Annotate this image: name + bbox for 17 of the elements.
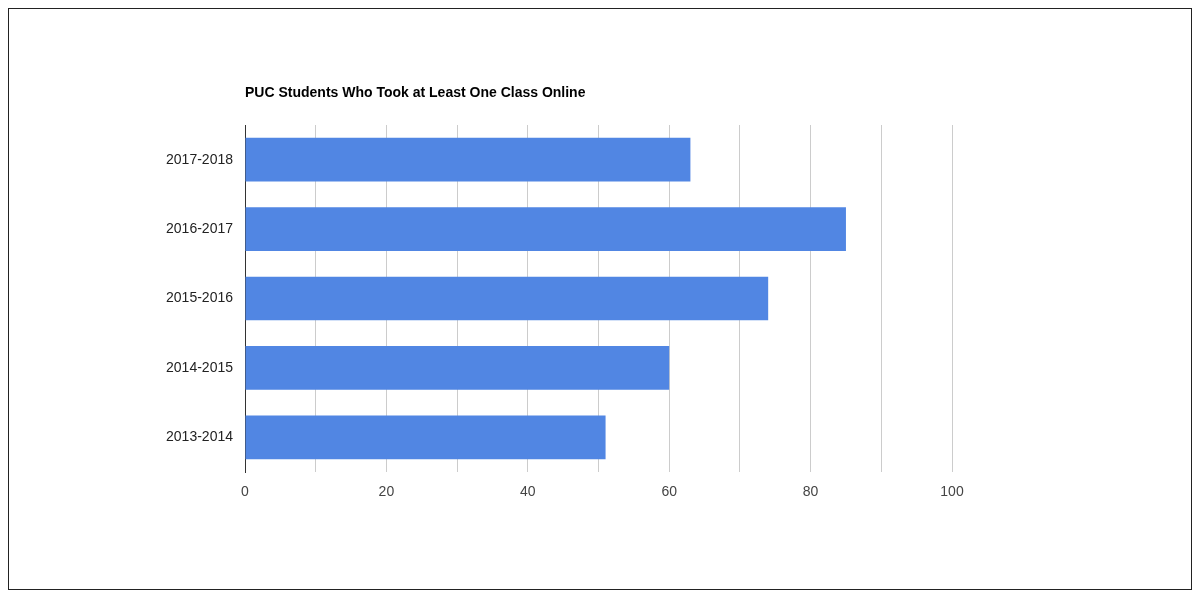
bar <box>245 137 691 182</box>
y-tick-label: 2013-2014 <box>166 428 234 445</box>
x-tick-label: 0 <box>241 483 250 500</box>
x-tick-label: 20 <box>378 483 395 500</box>
x-tick-label: 40 <box>520 483 536 500</box>
y-tick-label: 2014-2015 <box>166 358 234 375</box>
bar <box>245 346 670 390</box>
x-tick-label: 80 <box>802 483 819 500</box>
y-tick-label: 2017-2018 <box>166 150 234 167</box>
x-tick-label: 60 <box>661 483 678 500</box>
chart-title: PUC Students Who Took at Least One Class Online <box>245 84 586 100</box>
y-tick-label: 2015-2016 <box>166 289 234 306</box>
x-tick-label: 100 <box>940 483 964 500</box>
bar <box>245 415 606 460</box>
bar <box>245 207 846 251</box>
bar <box>245 276 769 321</box>
y-tick-label: 2016-2017 <box>166 219 234 236</box>
